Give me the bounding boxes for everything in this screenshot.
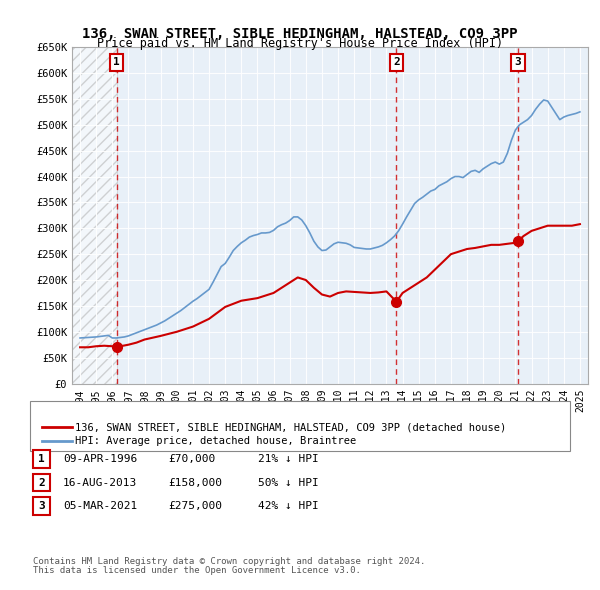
Text: £70,000: £70,000 bbox=[168, 454, 215, 464]
Bar bbox=[72, 47, 116, 384]
Text: 16-AUG-2013: 16-AUG-2013 bbox=[63, 478, 137, 487]
Text: 2: 2 bbox=[38, 478, 45, 487]
Text: 3: 3 bbox=[515, 57, 521, 67]
Text: Contains HM Land Registry data © Crown copyright and database right 2024.: Contains HM Land Registry data © Crown c… bbox=[33, 558, 425, 566]
Text: 136, SWAN STREET, SIBLE HEDINGHAM, HALSTEAD, CO9 3PP: 136, SWAN STREET, SIBLE HEDINGHAM, HALST… bbox=[82, 27, 518, 41]
Text: Price paid vs. HM Land Registry's House Price Index (HPI): Price paid vs. HM Land Registry's House … bbox=[97, 37, 503, 50]
Text: 42% ↓ HPI: 42% ↓ HPI bbox=[258, 502, 319, 511]
Text: £275,000: £275,000 bbox=[168, 502, 222, 511]
Text: 1: 1 bbox=[38, 454, 45, 464]
Text: 05-MAR-2021: 05-MAR-2021 bbox=[63, 502, 137, 511]
Text: 50% ↓ HPI: 50% ↓ HPI bbox=[258, 478, 319, 487]
Text: 21% ↓ HPI: 21% ↓ HPI bbox=[258, 454, 319, 464]
Text: 09-APR-1996: 09-APR-1996 bbox=[63, 454, 137, 464]
Text: 136, SWAN STREET, SIBLE HEDINGHAM, HALSTEAD, CO9 3PP (detached house): 136, SWAN STREET, SIBLE HEDINGHAM, HALST… bbox=[75, 422, 506, 432]
Text: 1: 1 bbox=[113, 57, 120, 67]
Text: This data is licensed under the Open Government Licence v3.0.: This data is licensed under the Open Gov… bbox=[33, 566, 361, 575]
Text: £158,000: £158,000 bbox=[168, 478, 222, 487]
Text: 2: 2 bbox=[393, 57, 400, 67]
Text: 3: 3 bbox=[38, 502, 45, 511]
Text: HPI: Average price, detached house, Braintree: HPI: Average price, detached house, Brai… bbox=[75, 437, 356, 446]
